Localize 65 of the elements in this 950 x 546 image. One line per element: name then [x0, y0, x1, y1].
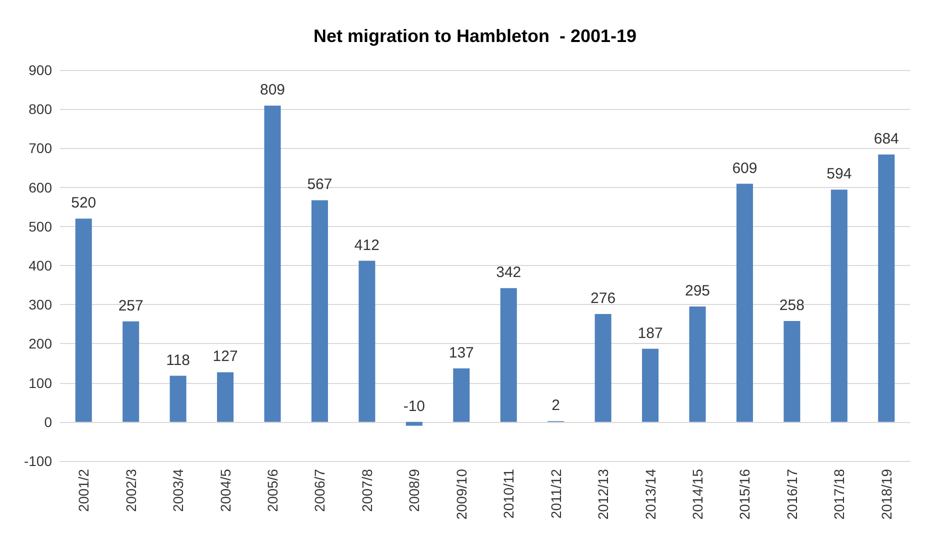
- y-tick-label: 800: [28, 101, 52, 118]
- x-tick-label: 2003/4: [170, 468, 186, 512]
- y-tick-label: -100: [24, 453, 52, 469]
- x-tick-label: 2011/12: [548, 468, 564, 519]
- bar: [642, 348, 659, 422]
- data-label: 295: [684, 282, 710, 300]
- bar: [170, 376, 186, 422]
- y-tick-label: 400: [28, 258, 52, 274]
- y-tick-label: 300: [28, 296, 52, 313]
- bar: [500, 288, 517, 422]
- x-tick-label: 2008/9: [406, 468, 422, 512]
- data-label: 342: [496, 264, 522, 282]
- y-tick-label: 0: [44, 414, 52, 430]
- data-label: 127: [212, 348, 238, 366]
- x-tick-label: 2015/16: [736, 468, 753, 520]
- x-tick-label: 2002/3: [122, 468, 139, 512]
- data-label: 809: [260, 82, 286, 99]
- bar: [689, 306, 706, 422]
- data-label: 137: [448, 344, 474, 362]
- x-tick-label: 2009/10: [453, 468, 470, 520]
- data-label: 684: [874, 130, 899, 148]
- data-label: 258: [779, 297, 804, 314]
- bar: [264, 106, 281, 422]
- x-tick-label: 2017/18: [831, 468, 848, 520]
- bar: [594, 314, 612, 422]
- bar: [217, 372, 234, 422]
- bar: [311, 200, 328, 422]
- data-label: 594: [826, 166, 852, 183]
- bar: [878, 154, 895, 422]
- bar: [406, 422, 422, 426]
- y-tick-label: 900: [28, 62, 52, 78]
- y-tick-label: 600: [28, 179, 52, 196]
- bar: [122, 321, 140, 422]
- x-tick-label: 2016/17: [784, 468, 800, 520]
- data-label: 257: [118, 297, 144, 314]
- data-label: 567: [307, 176, 332, 194]
- bar: [784, 321, 800, 422]
- x-tick-label: 2014/15: [690, 468, 706, 520]
- bar: [75, 218, 92, 422]
- data-label: 276: [590, 290, 616, 307]
- x-tick-label: 2006/7: [312, 468, 328, 512]
- x-tick-label: 2018/19: [878, 468, 894, 520]
- y-tick-label: 700: [28, 140, 52, 156]
- x-tick-label: 2001/2: [76, 468, 92, 512]
- x-tick-label: 2012/13: [595, 468, 612, 520]
- y-tick-label: 500: [28, 218, 52, 234]
- bar: [736, 184, 753, 422]
- x-tick-label: 2007/8: [358, 468, 375, 512]
- data-label: -10: [403, 398, 426, 415]
- data-label: 412: [354, 236, 380, 254]
- data-label: 2: [552, 397, 560, 414]
- x-tick-label: 2013/14: [642, 468, 658, 520]
- y-tick-label: 100: [28, 374, 52, 391]
- x-tick-label: 2010/11: [500, 468, 517, 519]
- y-tick-label: 200: [28, 336, 52, 352]
- x-tick-label: 2005/6: [264, 468, 280, 512]
- bar: [830, 190, 848, 422]
- chart-title: Net migration to Hambleton - 2001-19: [313, 26, 637, 46]
- bar: [358, 260, 376, 422]
- data-label: 187: [638, 324, 663, 342]
- data-label: 609: [732, 160, 758, 177]
- data-label: 520: [71, 194, 96, 212]
- x-tick-label: 2004/5: [217, 468, 234, 512]
- bar: [453, 368, 470, 422]
- data-label: 118: [166, 352, 190, 369]
